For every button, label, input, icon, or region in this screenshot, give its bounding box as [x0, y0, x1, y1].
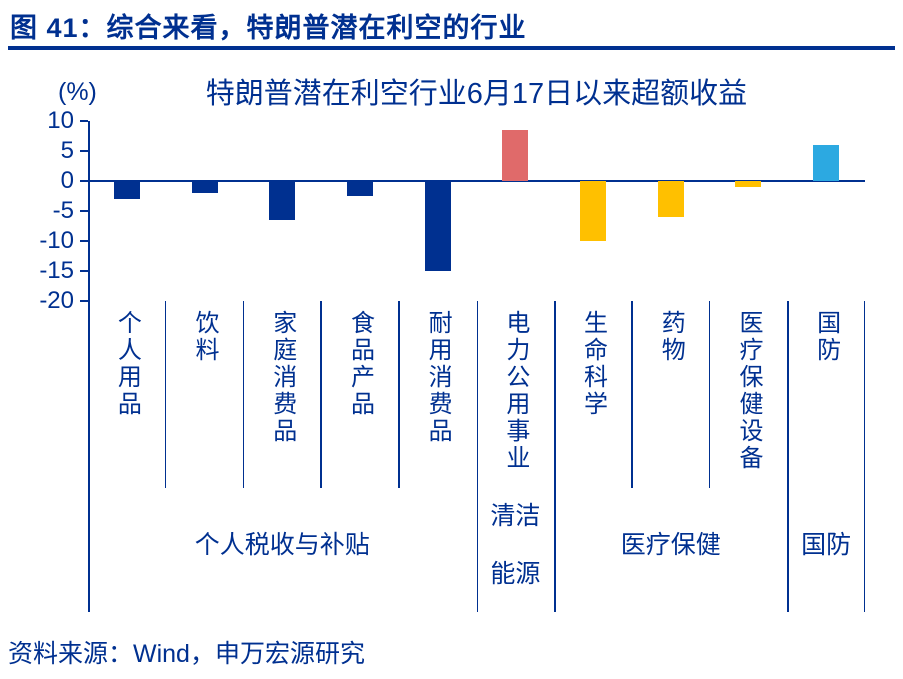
y-tick-label: -15 [39, 257, 74, 284]
y-tick-mark [80, 180, 88, 182]
y-tick-label: 10 [47, 107, 74, 134]
y-axis-labels: 10 5 0 -5 -10 -15 -20 [0, 107, 74, 314]
bar [346, 181, 373, 196]
group-label: 个人税收与补贴 [88, 488, 477, 612]
category-label-text: 医疗保健设备 [734, 310, 762, 472]
y-tick-mark [80, 300, 88, 302]
y-tick-label: -5 [52, 197, 74, 224]
bar [269, 181, 296, 220]
y-tick-mark [80, 150, 88, 152]
bar [113, 181, 140, 199]
category-label-text: 饮料 [191, 310, 219, 364]
category-label-text: 药物 [657, 310, 685, 364]
group-label-line: 个人税收与补贴 [194, 531, 370, 559]
y-tick-mark [80, 210, 88, 212]
group-separator [554, 301, 556, 612]
group-label-line: 医疗保健 [620, 531, 721, 559]
category-label: 国防 [787, 301, 865, 488]
category-label-text: 电力公用事业 [501, 310, 529, 472]
category-label: 电力公用事业 [477, 301, 555, 488]
category-label-text: 生命科学 [579, 310, 607, 418]
y-tick-label: 5 [60, 137, 74, 164]
category-label: 医疗保健设备 [710, 301, 788, 488]
category-label: 个人用品 [88, 301, 166, 488]
source-note: 资料来源：Wind，申万宏源研究 [8, 640, 365, 668]
bar [735, 181, 762, 187]
y-tick-label: -10 [39, 227, 74, 254]
group-label-line: 国防 [801, 531, 852, 559]
group-separator [88, 301, 90, 612]
category-label-text: 耐用消费品 [424, 310, 452, 445]
group-label: 清洁 能源 [477, 488, 555, 612]
category-label: 耐用消费品 [399, 301, 477, 488]
group-separator [787, 301, 789, 612]
y-axis-line [88, 121, 90, 301]
y-tick-mark [80, 240, 88, 242]
group-label-line: 能源 [490, 560, 541, 588]
category-separator [631, 301, 633, 488]
plot-area [80, 120, 865, 302]
y-tick-mark [80, 120, 88, 122]
category-label-text: 个人用品 [113, 310, 141, 418]
category-label: 药物 [632, 301, 710, 488]
bar [424, 181, 451, 271]
category-label-text: 家庭消费品 [268, 310, 296, 445]
group-label: 国防 [787, 488, 865, 612]
category-separator [708, 301, 711, 488]
bar [502, 130, 529, 181]
bar [813, 145, 840, 181]
category-label-text: 食品产品 [346, 310, 374, 418]
category-separator [398, 301, 400, 488]
title-divider [8, 46, 895, 50]
category-label-text: 国防 [812, 310, 840, 364]
category-label: 食品产品 [321, 301, 399, 488]
category-axis: 个人用品 饮料 家庭消费品 食品产品 耐用消费品 电力公用事业 生命科学 药物 医疗保健设备 国防 [88, 301, 865, 612]
group-label-line: 清洁 [490, 502, 541, 530]
category-separator [164, 301, 167, 488]
category-separator [242, 301, 245, 488]
bar [657, 181, 684, 217]
group-label: 医疗保健 [554, 488, 787, 612]
category-label: 家庭消费品 [243, 301, 321, 488]
bar [191, 181, 218, 193]
category-separator [320, 301, 322, 488]
category-label: 饮料 [166, 301, 244, 488]
chart-title: 特朗普潜在利空行业6月17日以来超额收益 [205, 78, 748, 110]
y-tick-label: 0 [60, 167, 74, 194]
bar [580, 181, 607, 241]
y-tick-mark [80, 270, 88, 272]
y-tick-label: -20 [39, 287, 74, 314]
category-label: 生命科学 [554, 301, 632, 488]
group-separator [863, 301, 865, 612]
group-separator [476, 301, 478, 612]
y-axis-unit-label: (%) [58, 78, 97, 106]
group-axis: 个人税收与补贴 清洁能源 医疗保健 国防 [88, 488, 865, 612]
zero-axis-line [88, 180, 865, 182]
figure-title: 图 41：综合来看，特朗普潜在利空的行业 [10, 13, 527, 43]
